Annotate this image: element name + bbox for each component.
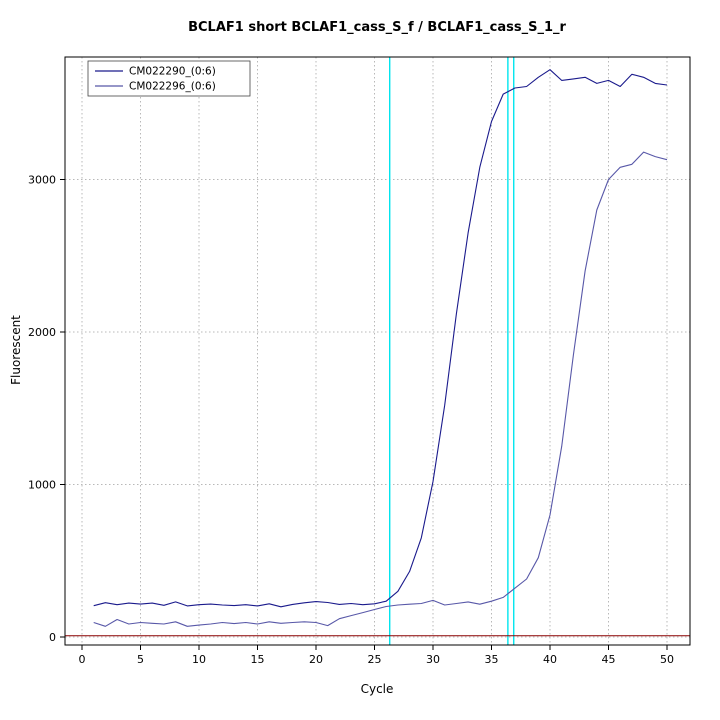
x-tick-label: 0 [79,653,86,666]
x-axis-label: Cycle [360,682,394,696]
x-tick-label: 50 [660,653,674,666]
legend-box [87,60,251,97]
x-tick-label: 25 [368,653,382,666]
legend-label: CM022290_(0:6) [129,66,216,78]
chart-title: BCLAF1 short BCLAF1_cass_S_f / BCLAF1_ca… [188,20,566,35]
x-tick-label: 20 [309,653,323,666]
y-tick-label: 1000 [28,479,56,492]
x-tick-label: 10 [192,653,206,666]
x-tick-label: 30 [426,653,440,666]
plot-frame [64,56,691,646]
series-line-CM022296_(0:6) [93,151,668,627]
y-tick-label: 0 [49,631,56,644]
x-tick-label: 40 [543,653,557,666]
series-line-CM022290_(0:6) [93,69,668,608]
y-tick-label: 2000 [28,326,56,339]
x-tick-label: 35 [485,653,499,666]
x-tick-label: 15 [251,653,265,666]
y-tick-label: 3000 [28,174,56,187]
legend-label: CM022296_(0:6) [129,81,216,93]
x-tick-label: 45 [602,653,616,666]
x-tick-label: 5 [137,653,144,666]
